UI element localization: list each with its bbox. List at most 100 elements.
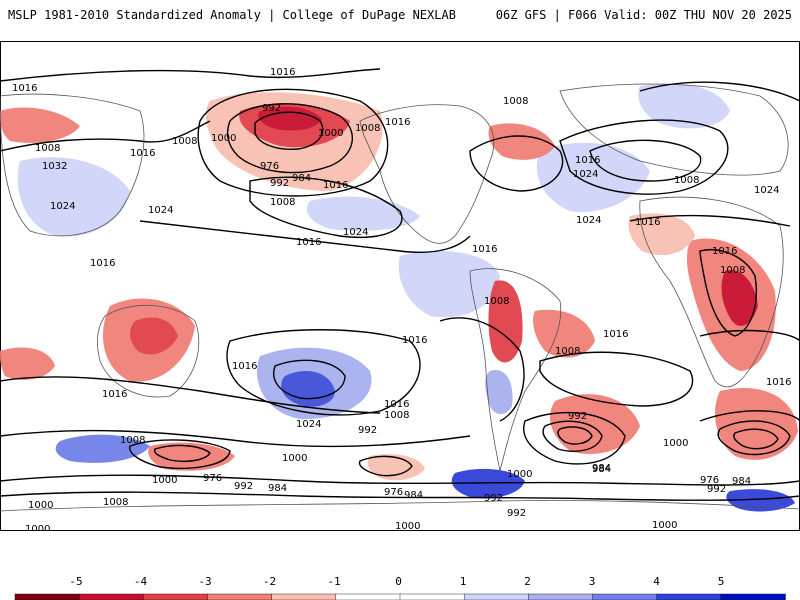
coast-south-america [469, 268, 562, 472]
isobar-label: 1024 [296, 419, 321, 430]
isobar-1016-south-atlantic [539, 351, 694, 407]
colorbar-segment [335, 593, 401, 600]
isobar-label: 1016 [90, 258, 115, 269]
isobar-label: 1008 [674, 175, 699, 186]
isobar-label: 1024 [50, 201, 75, 212]
isobar-label: 992 [270, 178, 289, 189]
isobar-1016-s-america [439, 317, 525, 422]
isobar-label: 984 [292, 173, 311, 184]
isobar-label: 984 [592, 463, 611, 474]
isobar-label: 1016 [232, 361, 257, 372]
isobar-label: 1016 [402, 335, 427, 346]
isobar-label: 1016 [130, 148, 155, 159]
isobar-label: 1000 [282, 453, 307, 464]
model-valid-time: 06Z GFS | F066 Valid: 00Z THU NOV 20 202… [495, 8, 792, 22]
isobar-984-circumpolar [358, 455, 413, 477]
negative-anomaly-north-atlantic [488, 123, 555, 160]
isobar-label: 1032 [42, 161, 67, 172]
mslp-anomaly-map: 1016 1016 1008 1016 1032 1024 1024 1016 … [0, 41, 800, 531]
isobar-label: 1024 [576, 215, 601, 226]
isobar-label: 992 [507, 508, 526, 519]
colorbar-segment [592, 593, 658, 600]
isobar-label: 1008 [355, 123, 380, 134]
isobar-label: 976 [384, 487, 403, 498]
isobar-label: 1024 [148, 205, 173, 216]
isobar-1024-atlantic-high [589, 139, 702, 182]
isobar-label: 1016 [603, 329, 628, 340]
negative-anomaly-africa-core [721, 270, 758, 326]
isobar-label: 992 [358, 425, 377, 436]
coast-asia-west [0, 93, 145, 237]
coast-north-america [359, 104, 494, 244]
isobar-label: 984 [732, 476, 751, 487]
isobar-label: 1016 [472, 244, 497, 255]
isobar-984-s-atlantic [542, 420, 603, 452]
positive-anomaly-tasman [55, 434, 150, 463]
isobar-992-circumpolar [0, 491, 800, 501]
isobar-984-s-pacific [153, 444, 211, 462]
isobar-1000-circumpolar [0, 474, 800, 486]
isobar-1016-south-pacific [226, 329, 421, 416]
isobar-1016-indian [699, 329, 800, 342]
isobar-label: 1000 [28, 500, 53, 511]
colorbar-segment [656, 593, 722, 600]
isobar-1016-north [0, 68, 381, 82]
anomaly-shading [17, 83, 795, 512]
isobar-label: 1000 [395, 521, 420, 531]
colorbar-tick-label: 5 [717, 575, 725, 588]
isobar-1008-atlantic [469, 135, 564, 192]
colorbar-segment [528, 593, 594, 600]
isobar-label: 976 [203, 473, 222, 484]
positive-anomaly-s-america-south [485, 370, 513, 415]
colorbar-tick-label: -1 [327, 575, 341, 588]
isobar-label: 1016 [712, 246, 737, 257]
colorbar-tick-label: -2 [262, 575, 277, 588]
colorbar-segment [207, 593, 273, 600]
header: MSLP 1981-2010 Standardized Anomaly | Co… [0, 0, 800, 32]
isobar-1016-africa-north [629, 214, 791, 227]
colorbar-segment [143, 593, 209, 600]
positive-anomaly-north-atlantic [536, 142, 650, 212]
isobar-992-s-indian [699, 410, 800, 422]
colorbar-strip [14, 593, 786, 600]
isobar-1008-africa [699, 249, 757, 337]
isobar-label: 1000 [152, 475, 177, 486]
isobar-label: 1000 [211, 133, 236, 144]
colorbar-tick-label: -4 [133, 575, 148, 588]
isobar-1008-south [0, 376, 381, 414]
isobar-label: 1016 [635, 217, 660, 228]
isobar-label: 1024 [343, 227, 368, 238]
isobar-label: 1008 [35, 143, 60, 154]
negative-anomaly-shading [0, 92, 798, 481]
colorbar-segment [14, 593, 80, 600]
isobar-label: 1000 [652, 520, 677, 531]
isobar-label: 976 [700, 475, 719, 486]
isobar-label: 1008 [172, 136, 197, 147]
isobar-aleutian-mid [226, 103, 353, 174]
negative-anomaly-west-africa [628, 213, 695, 256]
isobar-label: 984 [268, 483, 287, 494]
isobar-label: 992 [262, 103, 281, 114]
isobar-992-s-atlantic [523, 411, 626, 465]
isobar-label: 1000 [507, 469, 532, 480]
isobar-976-s-indian [733, 428, 779, 450]
colorbar-tick-label: -5 [69, 575, 83, 588]
negative-anomaly-south-atlantic [550, 394, 640, 454]
isobar-976-s-atlantic [557, 426, 593, 445]
colorbar-segment [78, 593, 145, 600]
negative-anomaly-brazil [533, 309, 595, 358]
isobar-label: 1008 [720, 265, 745, 276]
isobar-label: 1008 [484, 296, 509, 307]
negative-anomaly-australia-core [130, 317, 178, 355]
isobar-aleutian-inner [254, 111, 324, 150]
isobar-1016-atlantic [559, 119, 729, 195]
isobar-label: 1024 [573, 169, 598, 180]
isobar-1016-europe [639, 81, 800, 102]
negative-anomaly-south-west [0, 347, 55, 380]
isobar-1024-south-pacific [273, 359, 346, 400]
isobar-label: 984 [592, 464, 611, 475]
positive-anomaly-drake [451, 468, 525, 499]
coast-africa [639, 196, 784, 388]
isobar-label: 1016 [270, 67, 295, 78]
negative-anomaly-siberia [0, 107, 80, 143]
